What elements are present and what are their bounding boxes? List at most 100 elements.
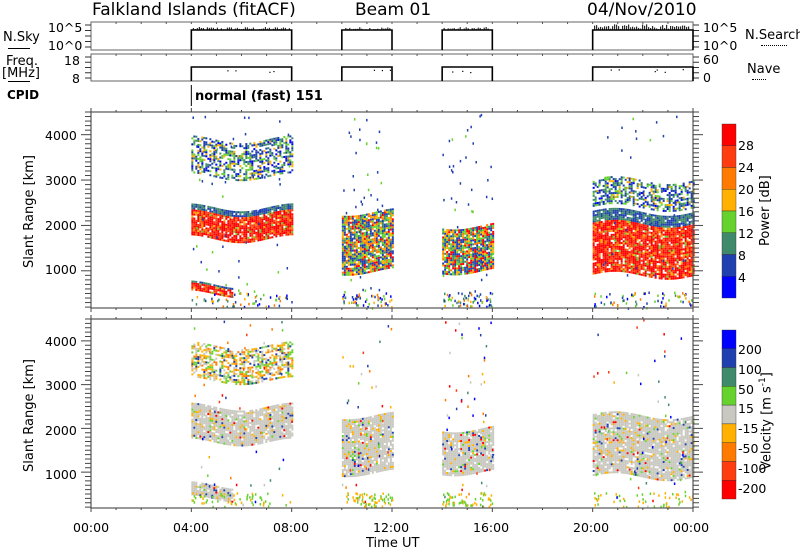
power-cell bbox=[660, 221, 663, 224]
power-cell bbox=[650, 196, 653, 199]
power-cell bbox=[682, 248, 685, 251]
power-cell bbox=[608, 258, 611, 261]
power-cell bbox=[219, 232, 222, 235]
power-cell bbox=[608, 224, 611, 227]
power-cell bbox=[684, 241, 687, 244]
power-cell bbox=[682, 220, 685, 223]
power-cell bbox=[345, 261, 348, 264]
power-cell bbox=[594, 198, 597, 201]
power-cell bbox=[353, 221, 356, 224]
power-cell bbox=[345, 227, 348, 230]
power-cell bbox=[291, 209, 294, 212]
power-cell bbox=[596, 251, 599, 254]
power-cell bbox=[357, 257, 360, 260]
power-cell bbox=[606, 210, 609, 213]
power-cell bbox=[470, 267, 473, 270]
power-cell bbox=[608, 260, 611, 263]
power-cell bbox=[464, 228, 467, 231]
power-cell bbox=[478, 262, 481, 265]
power-cell bbox=[191, 223, 194, 226]
power-cell bbox=[598, 235, 601, 238]
power-cell bbox=[684, 261, 687, 264]
power-cell bbox=[614, 241, 617, 244]
power-cell bbox=[361, 248, 364, 251]
power-cell bbox=[379, 240, 382, 243]
power-cell bbox=[622, 242, 625, 245]
power-cell bbox=[676, 193, 679, 196]
power-cell bbox=[620, 236, 623, 239]
power-cell bbox=[602, 258, 605, 261]
power-cell bbox=[355, 219, 358, 222]
power-cell bbox=[275, 233, 278, 236]
power-cell bbox=[229, 226, 232, 229]
power-cell bbox=[476, 236, 479, 239]
power-cell bbox=[468, 232, 471, 235]
power-cell bbox=[355, 249, 358, 252]
power-cell bbox=[666, 225, 669, 228]
power-cell bbox=[231, 168, 234, 171]
power-cell bbox=[359, 236, 362, 239]
power-cell bbox=[636, 270, 639, 273]
power-cell bbox=[233, 146, 236, 149]
power-cell bbox=[680, 196, 683, 199]
power-cell bbox=[444, 270, 447, 273]
power-cell bbox=[263, 166, 266, 169]
power-cell bbox=[281, 230, 284, 233]
power-cell bbox=[660, 223, 663, 226]
power-cell bbox=[640, 229, 643, 232]
power-cell bbox=[227, 289, 230, 292]
power-cell bbox=[257, 239, 260, 242]
power-cell bbox=[608, 218, 611, 221]
power-cell bbox=[454, 267, 457, 270]
power-cell bbox=[594, 216, 597, 219]
power-cell bbox=[353, 269, 356, 272]
power-cell bbox=[452, 239, 455, 242]
power-scatter-cell bbox=[283, 215, 285, 218]
power-cell bbox=[658, 183, 661, 186]
power-cell bbox=[215, 169, 218, 172]
power-cell bbox=[614, 235, 617, 238]
power-cell bbox=[217, 226, 220, 229]
power-scatter-cell bbox=[343, 301, 345, 305]
power-cell bbox=[191, 169, 194, 172]
power-cell bbox=[353, 241, 356, 244]
power-cell bbox=[221, 215, 224, 218]
power-scatter-cell bbox=[367, 188, 370, 192]
power-cell bbox=[253, 238, 256, 241]
power-cell bbox=[359, 246, 362, 249]
power-cell bbox=[207, 223, 210, 226]
power-cell bbox=[678, 197, 681, 200]
power-cell bbox=[211, 144, 214, 147]
power-cell bbox=[243, 221, 246, 224]
power-cell bbox=[193, 231, 196, 234]
power-scatter-cell bbox=[247, 293, 250, 296]
power-cell bbox=[375, 217, 378, 220]
power-cell bbox=[662, 199, 665, 202]
power-cell bbox=[662, 245, 665, 248]
power-cell bbox=[442, 270, 445, 273]
power-cell bbox=[670, 263, 673, 266]
power-cell bbox=[213, 211, 216, 214]
power-cell bbox=[638, 247, 641, 250]
power-cell bbox=[251, 166, 254, 169]
power-cell bbox=[684, 245, 687, 248]
power-cell bbox=[594, 196, 597, 199]
power-cell bbox=[678, 226, 681, 229]
power-scatter-cell bbox=[389, 300, 391, 303]
nsearch-tick-top: 10^5 bbox=[703, 20, 738, 35]
power-cell bbox=[377, 264, 380, 267]
power-cell bbox=[259, 144, 262, 147]
power-cell bbox=[604, 236, 607, 239]
power-cell bbox=[229, 234, 232, 237]
power-cell bbox=[614, 186, 617, 189]
power-cell bbox=[632, 178, 635, 181]
power-scatter-cell bbox=[196, 295, 199, 299]
power-cell bbox=[642, 252, 645, 255]
power-cell bbox=[612, 235, 615, 238]
power-cell bbox=[259, 233, 262, 236]
power-cell bbox=[452, 235, 455, 238]
power-cell bbox=[640, 213, 643, 216]
power-cell bbox=[492, 244, 495, 247]
power-cell bbox=[385, 231, 388, 234]
power-cell bbox=[622, 194, 625, 197]
